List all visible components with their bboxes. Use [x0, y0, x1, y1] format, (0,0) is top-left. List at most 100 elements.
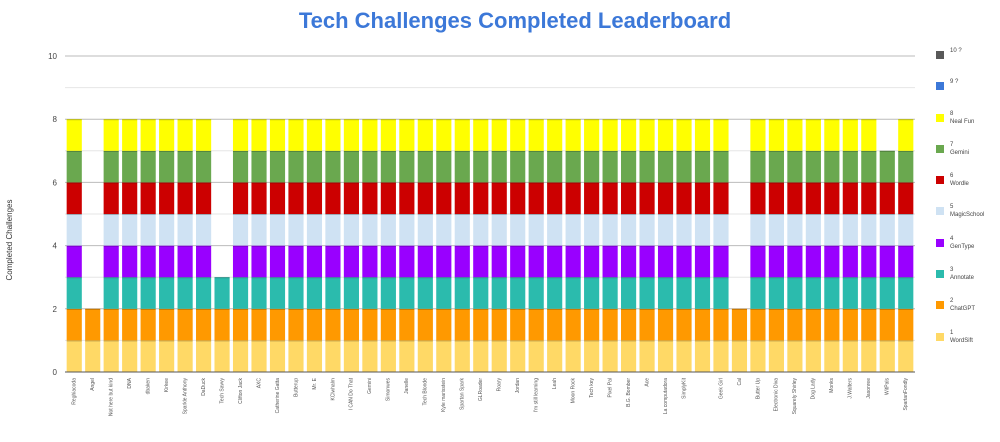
legend-index: 2: [950, 298, 954, 305]
bar-segment: [491, 308, 507, 341]
bar-segment: [251, 277, 267, 309]
bar-segment: [159, 119, 175, 151]
bar-segment: [343, 308, 359, 341]
bar-segment: [122, 214, 138, 246]
bar-segment: [454, 340, 470, 372]
bar-segment: [621, 340, 637, 372]
bar-segment: [768, 182, 784, 214]
bar-segment: [196, 277, 212, 309]
bar-segment: [768, 308, 784, 341]
bar-segment: [491, 340, 507, 372]
bar-segment: [879, 277, 895, 309]
bar-segment: [621, 119, 637, 151]
bar-segment: [584, 214, 600, 246]
bar-segment: [380, 150, 396, 183]
bar-segment: [491, 150, 507, 183]
bar-segment: [565, 150, 581, 183]
bar-segment: [898, 182, 914, 214]
bar-segment: [232, 245, 249, 278]
bar-segment: [898, 150, 914, 183]
bar-segment: [288, 277, 304, 309]
bar-segment: [898, 340, 914, 372]
bar-segment: [436, 245, 452, 278]
bar-segment: [639, 214, 655, 246]
x-tick-label: Tech key: [589, 378, 595, 398]
bar-segment: [159, 182, 175, 214]
bar-segment: [621, 277, 637, 309]
bar-segment: [639, 277, 655, 309]
bar-segment: [750, 214, 766, 246]
bar-segment: [122, 245, 138, 278]
bar-segment: [861, 214, 877, 246]
bar-segment: [565, 182, 581, 214]
bar-segment: [787, 150, 803, 183]
bar-segment: [269, 214, 286, 246]
legend-item: 5 MagicSchool: [936, 204, 998, 235]
bar-segment: [657, 245, 674, 278]
bar-segment: [547, 214, 563, 246]
bar-segment: [824, 214, 840, 246]
bar-segment: [713, 308, 729, 341]
bar-segment: [621, 150, 637, 183]
bar-segment: [454, 150, 470, 183]
bar-segment: [713, 277, 729, 309]
x-tick-label: KClwhalm: [330, 378, 336, 401]
bar-segment: [325, 340, 341, 372]
y-tick-label: 2: [53, 305, 58, 314]
bar-segment: [528, 308, 544, 341]
bar-segment: [602, 119, 618, 151]
y-tick-label: 0: [53, 368, 58, 377]
bar-segment: [380, 182, 396, 214]
bar-segment: [861, 119, 877, 151]
bar-segment: [473, 245, 489, 278]
bar-segment: [879, 245, 895, 278]
bar-segment: [159, 150, 175, 183]
bar-segment: [288, 245, 304, 278]
x-tick-label: Butterup: [293, 378, 299, 397]
bar-segment: [565, 340, 581, 372]
legend-label: Gemini: [950, 149, 970, 156]
bar-segment: [565, 308, 581, 341]
bar-segment: [491, 277, 507, 309]
bar-segment: [66, 308, 82, 341]
bar-segment: [269, 308, 286, 341]
legend-swatch: [936, 113, 944, 122]
bar-segment: [510, 214, 526, 246]
legend-item: 2 ChatGPT: [936, 298, 998, 329]
bar-segment: [565, 277, 581, 309]
bar-segment: [306, 119, 323, 151]
bar-segment: [214, 277, 230, 309]
bar-segment: [842, 340, 858, 372]
bar-segment: [269, 150, 286, 183]
bar-segment: [417, 119, 433, 151]
bar-segment: [510, 182, 526, 214]
legend-swatch: [936, 51, 944, 59]
bar-segment: [103, 277, 119, 309]
bar-segment: [232, 214, 249, 246]
bar-segment: [805, 182, 821, 214]
bar-segment: [103, 245, 119, 278]
bar-segment: [657, 308, 674, 341]
bar-segment: [805, 340, 821, 372]
bar-segment: [325, 308, 341, 341]
bar-segment: [122, 182, 138, 214]
bar-segment: [306, 150, 323, 183]
bar-segment: [676, 182, 692, 214]
x-tick-label: Moon Rock: [570, 378, 576, 404]
bar-segment: [436, 182, 452, 214]
bar-segment: [768, 214, 784, 246]
bar-segment: [269, 245, 286, 278]
bar-segment: [824, 182, 840, 214]
bar-segment: [657, 340, 674, 372]
bar-segment: [343, 214, 359, 246]
bar-segment: [898, 308, 914, 341]
bar-segment: [417, 182, 433, 214]
bar-segment: [510, 308, 526, 341]
legend-label: WordSift: [950, 337, 973, 344]
bar-segment: [842, 150, 858, 183]
bar-segment: [824, 245, 840, 278]
x-tick-label: Reghiacoda: [72, 378, 78, 405]
x-tick-label: B.G. Bomber: [626, 378, 632, 407]
bar-segment: [196, 214, 212, 246]
bar-segment: [122, 340, 138, 372]
